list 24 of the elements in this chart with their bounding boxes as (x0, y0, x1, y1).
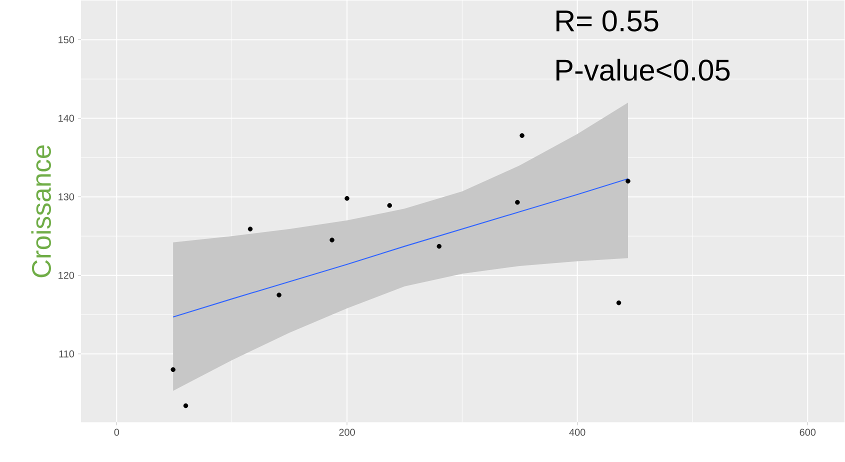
point (436, 244, 442, 249)
y-tick-label: 110 (59, 350, 74, 358)
x-tick-label: 0 (114, 428, 120, 436)
point (626, 178, 630, 184)
point (616, 300, 622, 306)
x-tick-label: 600 (800, 428, 816, 436)
point (330, 238, 334, 242)
annotation: R= 0.55 (556, 10, 658, 32)
y-tick-label: 120 (58, 272, 74, 279)
point (170, 367, 176, 372)
x-tick-label: 400 (569, 428, 586, 436)
point (387, 202, 392, 208)
point (515, 200, 520, 205)
annotation: P-value<0.05 (556, 58, 730, 81)
point (276, 292, 282, 298)
x-tick-label: 200 (339, 428, 355, 436)
point (248, 226, 253, 232)
point (183, 403, 188, 408)
y-tick-label: 130 (58, 193, 74, 200)
point (520, 133, 524, 138)
y-tick-label: 140 (58, 114, 74, 122)
point (344, 196, 350, 201)
y-tick-label: 150 (58, 36, 74, 44)
y-axis-title: Croissance (31, 145, 51, 278)
